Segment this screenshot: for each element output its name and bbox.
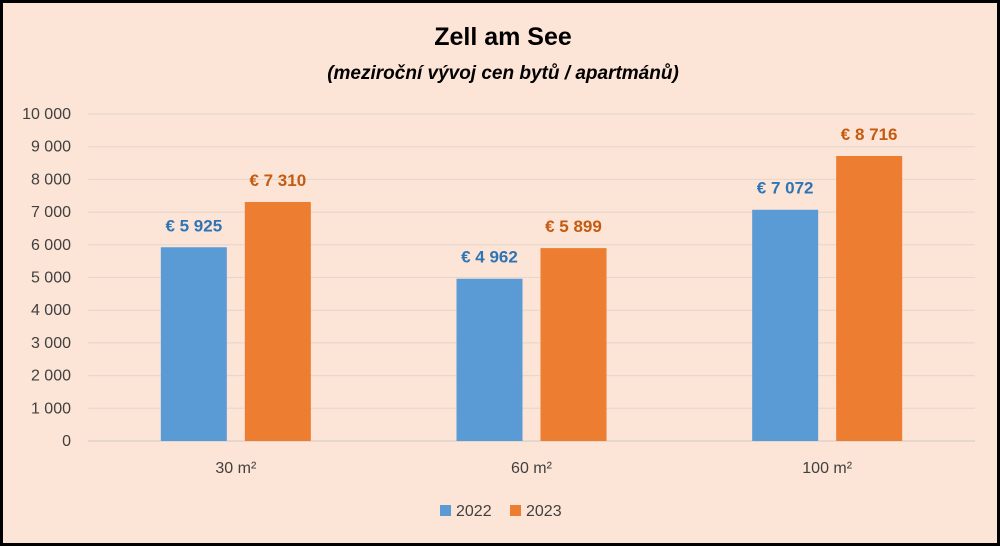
- x-tick-label: 60 m²: [511, 460, 553, 477]
- y-tick-label: 5 000: [31, 270, 71, 287]
- y-tick-label: 6 000: [31, 237, 71, 254]
- data-label: € 7 072: [757, 179, 814, 198]
- chart-title: Zell am See: [434, 23, 572, 51]
- bar-2022-0: [160, 247, 227, 441]
- chart-subtitle: (meziroční vývoj cen bytů / apartmánů): [327, 63, 679, 84]
- bar-2022-2: [752, 209, 819, 441]
- legend-swatch-2023: [510, 505, 521, 516]
- data-label: € 8 716: [841, 125, 898, 144]
- legend-label: 2022: [456, 503, 492, 520]
- data-label: € 5 899: [545, 217, 602, 236]
- y-tick-label: 1 000: [31, 400, 71, 417]
- x-tick-label: 30 m²: [215, 460, 257, 477]
- data-label: € 5 925: [165, 216, 222, 235]
- y-tick-label: 7 000: [31, 204, 71, 221]
- y-tick-label: 0: [62, 433, 71, 450]
- data-label: € 7 310: [249, 171, 306, 190]
- data-label: € 4 962: [461, 248, 518, 267]
- x-tick-label: 100 m²: [802, 460, 852, 477]
- bar-2023-1: [540, 248, 607, 441]
- y-tick-label: 10 000: [22, 106, 71, 123]
- bar-2023-0: [244, 201, 311, 441]
- y-tick-label: 4 000: [31, 302, 71, 319]
- bar-2022-1: [456, 278, 523, 441]
- y-tick-label: 8 000: [31, 171, 71, 188]
- y-tick-label: 9 000: [31, 139, 71, 156]
- legend-label: 2023: [526, 503, 562, 520]
- y-tick-label: 2 000: [31, 368, 71, 385]
- bar-2023-2: [836, 155, 903, 441]
- y-tick-label: 3 000: [31, 335, 71, 352]
- legend-swatch-2022: [440, 505, 451, 516]
